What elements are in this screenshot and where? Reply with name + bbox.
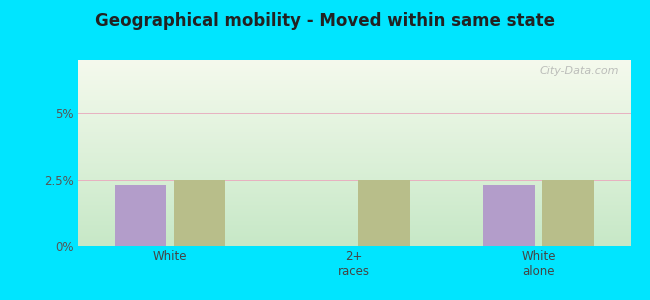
Text: Geographical mobility - Moved within same state: Geographical mobility - Moved within sam… bbox=[95, 12, 555, 30]
Bar bbox=[542, 180, 593, 246]
Bar bbox=[115, 185, 166, 246]
Bar bbox=[483, 185, 535, 246]
Text: City-Data.com: City-Data.com bbox=[540, 66, 619, 76]
Bar bbox=[358, 180, 410, 246]
Bar bbox=[174, 180, 226, 246]
